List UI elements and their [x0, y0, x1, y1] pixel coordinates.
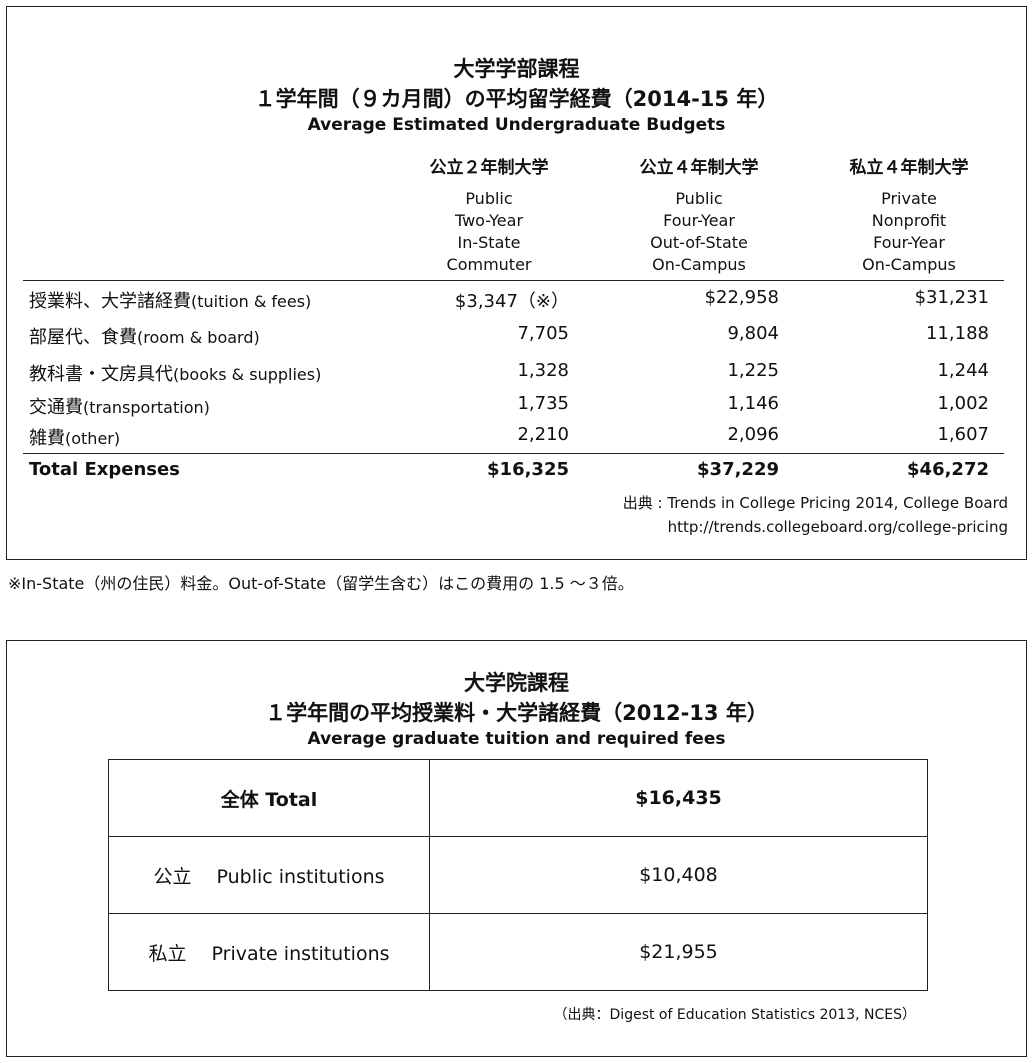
- cell-value: $10,408: [429, 836, 928, 914]
- table-row-other: 雑費(other) 2,210 2,096 1,607: [7, 424, 1026, 454]
- table-total-divider: [23, 453, 1004, 454]
- row-label: 授業料、大学諸経費(tuition & fees): [29, 287, 311, 313]
- cell-value: 1,225: [727, 360, 779, 381]
- table-top-divider: [23, 280, 1004, 281]
- column-header-line: In-State: [457, 233, 521, 252]
- cell-value: $16,435: [429, 759, 928, 837]
- total-value: $46,272: [907, 459, 989, 480]
- total-label: Total Expenses: [29, 459, 180, 480]
- cell-value: 1,607: [937, 424, 989, 445]
- row-label-jp: 交通費: [29, 397, 83, 418]
- cell-value: 7,705: [517, 323, 569, 344]
- row-label: 交通費(transportation): [29, 393, 210, 419]
- cell-value: 2,096: [727, 424, 779, 445]
- column-header-en: Public Two-Year In-State Commuter: [389, 188, 589, 276]
- cell-value: 2,210: [517, 424, 569, 445]
- undergrad-title-jp: 大学学部課程: [453, 57, 580, 81]
- graduate-tuition-table: 全体 Total $16,435 公立 Public institutions …: [108, 759, 928, 991]
- row-label-en: (room & board): [137, 328, 260, 347]
- column-header-en: Private Nonprofit Four-Year On-Campus: [809, 188, 1009, 276]
- table-row-books-supplies: 教科書・文房具代(books & supplies) 1,328 1,225 1…: [7, 360, 1026, 390]
- column-header-line: Nonprofit: [871, 211, 947, 230]
- row-label: 教科書・文房具代(books & supplies): [29, 360, 321, 386]
- row-label-en: (books & supplies): [173, 365, 322, 384]
- row-label-jp: 雑費: [29, 428, 65, 449]
- source-url: http://trends.collegeboard.org/college-p…: [667, 518, 1008, 536]
- total-value: $37,229: [697, 459, 779, 480]
- column-header-jp: 公立２年制大学: [429, 158, 549, 178]
- column-header-line: On-Campus: [862, 255, 956, 274]
- footnote: ※In-State（州の住民）料金。Out-of-State（留学生含む）はこの…: [8, 574, 634, 593]
- column-header-line: Private: [881, 189, 937, 208]
- column-header-line: Four-Year: [873, 233, 945, 252]
- cell-value: 1,328: [517, 360, 569, 381]
- cell-value: 1,002: [937, 393, 989, 414]
- cell-value: $22,958: [704, 287, 779, 308]
- column-header-jp: 私立４年制大学: [849, 158, 969, 178]
- undergrad-subtitle-jp: １学年間（９カ月間）の平均留学経費（2014-15 年）: [254, 87, 779, 111]
- column-header-line: On-Campus: [652, 255, 746, 274]
- column-header-line: Out-of-State: [650, 233, 748, 252]
- row-label-en: (other): [65, 429, 121, 448]
- table-row: 全体 Total $16,435: [108, 759, 928, 837]
- cell-value: $31,231: [914, 287, 989, 308]
- column-header-line: Public: [675, 189, 723, 208]
- graduate-subtitle-jp: １学年間の平均授業料・大学諸経費（2012-13 年）: [265, 701, 768, 725]
- column-header-public-4yr: 公立４年制大学 Public Four-Year Out-of-State On…: [599, 153, 799, 276]
- column-header-jp: 公立４年制大学: [639, 158, 759, 178]
- row-label: 雑費(other): [29, 424, 120, 450]
- row-label-jp: 部屋代、食費: [29, 327, 137, 348]
- undergrad-title-en: Average Estimated Undergraduate Budgets: [307, 115, 726, 135]
- cell-value: 9,804: [727, 323, 779, 344]
- column-header-line: Two-Year: [454, 211, 524, 230]
- column-header-line: Four-Year: [663, 211, 735, 230]
- graduate-title-en: Average graduate tuition and required fe…: [307, 729, 726, 749]
- table-row-total: Total Expenses $16,325 $37,229 $46,272: [7, 459, 1026, 489]
- graduate-tuition-panel: 大学院課程 １学年間の平均授業料・大学諸経費（2012-13 年） Averag…: [6, 640, 1027, 1057]
- row-label-en: (transportation): [83, 398, 210, 417]
- cell-value: 1,146: [727, 393, 779, 414]
- column-header-private-4yr: 私立４年制大学 Private Nonprofit Four-Year On-C…: [809, 153, 1009, 276]
- column-header-en: Public Four-Year Out-of-State On-Campus: [599, 188, 799, 276]
- graduate-title-jp: 大学院課程: [464, 671, 569, 695]
- undergrad-budget-panel: 大学学部課程 １学年間（９カ月間）の平均留学経費（2014-15 年） Aver…: [6, 6, 1027, 560]
- table-row-transportation: 交通費(transportation) 1,735 1,146 1,002: [7, 393, 1026, 423]
- column-header-line: Public: [465, 189, 513, 208]
- table-row: 公立 Public institutions $10,408: [108, 836, 928, 914]
- table-row-room-board: 部屋代、食費(room & board) 7,705 9,804 11,188: [7, 323, 1026, 353]
- graduate-source-citation: （出典：Digest of Education Statistics 2013,…: [553, 1007, 916, 1023]
- column-header-public-2yr: 公立２年制大学 Public Two-Year In-State Commute…: [389, 153, 589, 276]
- row-label-jp: 授業料、大学諸経費: [29, 291, 191, 312]
- source-citation: 出典 : Trends in College Pricing 2014, Col…: [623, 491, 1008, 539]
- cell-value: 11,188: [926, 323, 989, 344]
- column-header-line: Commuter: [446, 255, 532, 274]
- source-line: 出典 : Trends in College Pricing 2014, Col…: [622, 494, 1008, 512]
- cell-value: $3,347（※）: [454, 291, 569, 312]
- row-label: 部屋代、食費(room & board): [29, 323, 260, 349]
- table-row-tuition: 授業料、大学諸経費(tuition & fees) $3,347（※） $22,…: [7, 287, 1026, 317]
- row-label: 私立 Private institutions: [108, 913, 430, 991]
- cell-value: 1,244: [937, 360, 989, 381]
- total-value: $16,325: [487, 459, 569, 480]
- row-label: 全体 Total: [108, 759, 430, 837]
- cell-value: 1,735: [517, 393, 569, 414]
- table-row: 私立 Private institutions $21,955: [108, 913, 928, 991]
- row-label-en: (tuition & fees): [191, 292, 312, 311]
- row-label-jp: 教科書・文房具代: [29, 364, 173, 385]
- row-label: 公立 Public institutions: [108, 836, 430, 914]
- cell-value: $21,955: [429, 913, 928, 991]
